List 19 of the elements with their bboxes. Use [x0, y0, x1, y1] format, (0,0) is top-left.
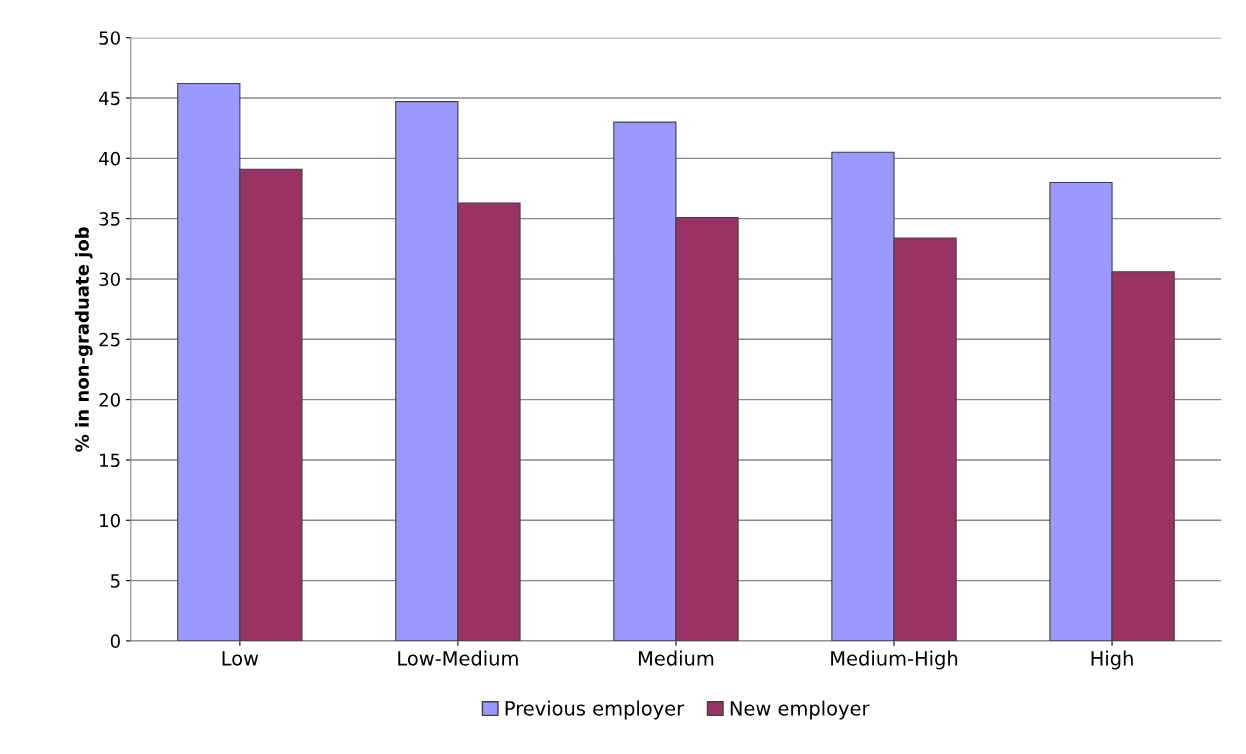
x-tick-label: Medium	[638, 650, 714, 666]
y-tick-label: 5	[111, 574, 120, 588]
y-tick-label: 35	[99, 212, 120, 226]
y-tick-label: 40	[99, 151, 120, 166]
x-tick-label: Low	[222, 651, 259, 666]
x-tick-label: High	[1091, 650, 1133, 670]
legend-label: New employer	[730, 700, 870, 720]
y-tick-label: 25	[99, 332, 120, 347]
y-tick-label: 20	[99, 393, 120, 407]
y-axis-title: % in non-graduate job	[74, 227, 93, 452]
x-tick-label: Medium-High	[831, 650, 958, 670]
y-tick-label: 30	[99, 272, 120, 287]
y-tick-label: 10	[100, 513, 120, 528]
x-tick-label: Low-Medium	[398, 650, 518, 666]
y-tick-label: 45	[99, 91, 120, 106]
legend-label: Previous employer	[505, 700, 685, 720]
y-tick-label: 15	[100, 453, 120, 468]
y-tick-label: 0	[110, 634, 120, 649]
y-tick-label: 50	[99, 31, 120, 45]
